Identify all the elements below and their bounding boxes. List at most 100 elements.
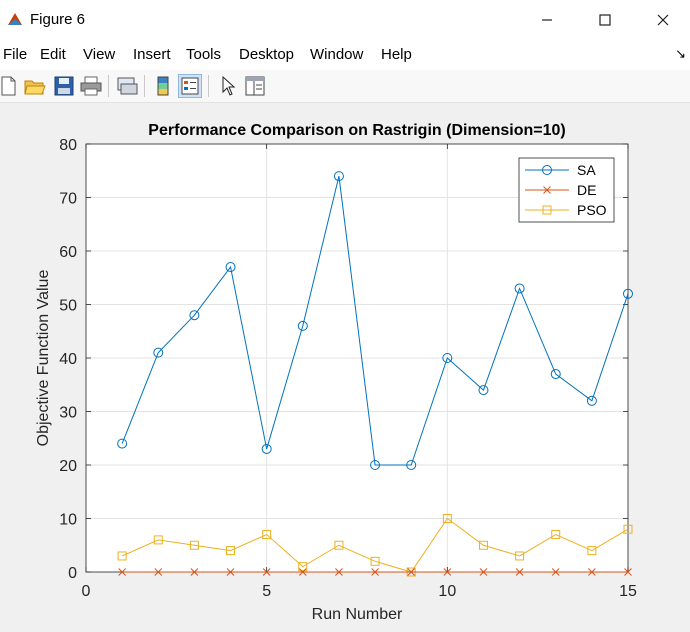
print-button[interactable]: [79, 74, 103, 98]
menu-view[interactable]: View: [83, 46, 116, 63]
chevron-icon[interactable]: ↘: [675, 46, 686, 61]
data-point-sa: [550, 369, 561, 380]
save-button[interactable]: [52, 74, 76, 98]
data-point-de: [515, 568, 524, 576]
series-line-sa: [121, 175, 629, 466]
data-point-pso: [623, 524, 633, 534]
data-point-de: [371, 568, 379, 576]
legend[interactable]: SA DE PSO: [518, 157, 615, 223]
series-pso: [117, 514, 633, 577]
series-line-pso: [121, 517, 629, 573]
save-icon: [54, 76, 74, 96]
property-inspector-icon: [245, 76, 265, 96]
menu-edit[interactable]: Edit: [40, 46, 66, 63]
minimize-icon: [542, 19, 552, 21]
data-point-pso: [587, 546, 597, 556]
data-point-de: [262, 568, 271, 576]
data-point-sa: [333, 171, 344, 182]
menu-file[interactable]: File: [3, 46, 28, 63]
data-point-pso: [189, 540, 199, 550]
data-point-pso: [515, 551, 525, 561]
data-point-de: [407, 568, 416, 576]
y-tick-label: 30: [59, 405, 77, 422]
open-file-button[interactable]: [23, 74, 47, 98]
data-point-pso: [478, 540, 488, 550]
data-point-sa: [514, 283, 525, 294]
data-point-sa: [117, 438, 128, 449]
print-icon: [80, 76, 102, 96]
data-point-pso: [442, 514, 452, 523]
data-point-de: [226, 568, 235, 576]
new-figure-button[interactable]: [0, 74, 20, 98]
toolbar-separator: [208, 75, 209, 97]
x-axis-label: Run Number: [312, 606, 403, 623]
property-inspector-button[interactable]: [243, 74, 267, 98]
legend-label: PSO: [577, 202, 607, 218]
y-tick-label: 20: [59, 458, 77, 475]
x-tick-label: 15: [619, 583, 637, 600]
data-point-de: [479, 568, 488, 576]
data-point-sa: [586, 395, 597, 406]
maximize-button[interactable]: [576, 0, 634, 40]
series-de: [118, 568, 632, 576]
menu-help[interactable]: Help: [381, 46, 412, 63]
new-figure-icon: [1, 76, 16, 96]
toolbar: [0, 70, 690, 103]
y-tick-label: 60: [59, 244, 77, 261]
data-point-sa: [297, 320, 308, 331]
data-point-de: [154, 568, 163, 576]
data-point-sa: [153, 347, 164, 358]
y-tick-label: 0: [68, 565, 77, 582]
data-series: [117, 171, 633, 577]
y-tick-label: 40: [59, 351, 77, 368]
legend-icon: [181, 77, 199, 95]
pointer-icon: [222, 76, 236, 96]
data-point-de: [335, 568, 343, 576]
close-button[interactable]: [634, 0, 690, 40]
matlab-icon: [8, 13, 22, 25]
data-point-sa: [442, 353, 453, 363]
legend-entry-sa[interactable]: SA: [525, 162, 596, 178]
open-file-icon: [24, 80, 46, 95]
legend-entry-de[interactable]: DE: [525, 182, 596, 198]
legend-button[interactable]: [178, 74, 202, 98]
data-point-pso: [117, 551, 127, 561]
data-point-sa: [370, 460, 381, 470]
data-point-de: [624, 568, 632, 576]
menu-tools[interactable]: Tools: [186, 46, 222, 63]
data-point-sa: [225, 262, 236, 273]
data-point-pso: [153, 535, 163, 545]
data-point-de: [588, 568, 596, 576]
close-icon: [657, 14, 669, 26]
menu-desktop[interactable]: Desktop: [239, 46, 295, 63]
data-point-pso: [262, 530, 272, 540]
data-point-de: [551, 568, 560, 576]
menu-window[interactable]: Window: [310, 46, 364, 63]
menu-insert[interactable]: Insert: [133, 46, 171, 63]
data-point-de: [190, 568, 199, 576]
data-point-pso: [226, 546, 236, 556]
legend-label: DE: [577, 182, 596, 198]
maximize-icon: [599, 14, 611, 26]
y-tick-label: 80: [59, 137, 77, 154]
data-point-de: [443, 568, 452, 576]
toolbar-separator: [108, 75, 109, 97]
figure-area: 0 5 10 15 0 10 20 30 40 50 60 70 80 Performance Comp…: [0, 103, 690, 627]
menu-bar: File Edit View Insert Tools Desktop Wind…: [0, 40, 690, 70]
legend-marker: [542, 165, 552, 175]
y-axis-label: Objective Function Value: [35, 270, 52, 447]
legend-label: SA: [577, 162, 596, 178]
minimize-button[interactable]: [518, 0, 576, 40]
data-point-sa: [261, 443, 272, 454]
data-point-sa: [623, 288, 633, 299]
legend-entry-pso[interactable]: PSO: [525, 202, 607, 218]
y-tick-label: 10: [59, 512, 77, 529]
colorbar-button[interactable]: [151, 74, 175, 98]
x-tick-label: 10: [438, 583, 456, 600]
window-title: Figure 6: [30, 11, 86, 28]
pointer-button[interactable]: [216, 74, 240, 98]
x-tick-label: 5: [262, 583, 271, 600]
legend-marker: [543, 186, 551, 194]
data-point-sa: [406, 460, 417, 470]
link-plot-button[interactable]: [115, 74, 139, 98]
